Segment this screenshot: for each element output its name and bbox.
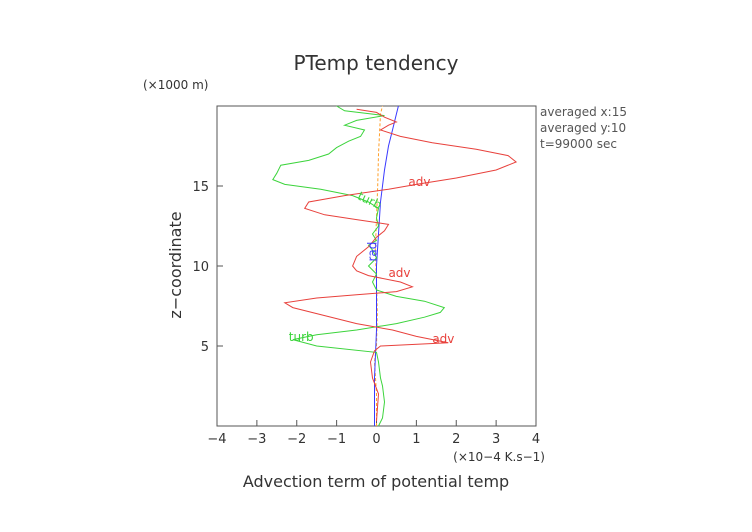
x-tick-label: −1 (327, 432, 346, 447)
x-axis-unit: (×10−4 K.s−1) (453, 450, 545, 464)
plot-area: −4 −3 −2 −1 0 1 2 3 4 5 10 15 adv adv adv turb turb rad (192, 105, 540, 447)
series-line-rad (374, 105, 399, 426)
curve-label-adv: adv (432, 332, 454, 346)
x-tick-label: −3 (247, 432, 266, 447)
curve-label-turb: turb (355, 189, 383, 212)
curve-label-adv: adv (388, 266, 410, 280)
x-tick-label: 0 (372, 432, 380, 447)
y-tick-label: 10 (192, 260, 209, 275)
y-tick-label: 15 (192, 180, 209, 195)
y-axis-unit: (×1000 m) (143, 78, 208, 92)
x-tick-label: −4 (207, 432, 226, 447)
x-tick-label: 4 (532, 432, 540, 447)
y-axis-title: z−coordinate (166, 211, 185, 318)
chart-title: PTemp tendency (293, 51, 458, 75)
x-axis-title: Advection term of potential temp (243, 472, 509, 491)
side-note-avg-x: averaged x:15 (540, 105, 627, 119)
series-line-total (373, 105, 383, 426)
side-note-time: t=99000 sec (540, 137, 617, 151)
series-line-adv (283, 108, 518, 422)
x-tick-label: −2 (287, 432, 306, 447)
series-line-turb (272, 105, 446, 427)
x-tick-label: 1 (412, 432, 420, 447)
y-tick-label: 5 (201, 340, 209, 355)
side-note-avg-y: averaged y:10 (540, 121, 626, 135)
x-tick-label: 2 (452, 432, 460, 447)
curve-label-rad: rad (366, 242, 380, 262)
x-tick-label: 3 (492, 432, 500, 447)
curve-label-adv: adv (408, 175, 430, 189)
curve-label-turb: turb (289, 330, 314, 344)
